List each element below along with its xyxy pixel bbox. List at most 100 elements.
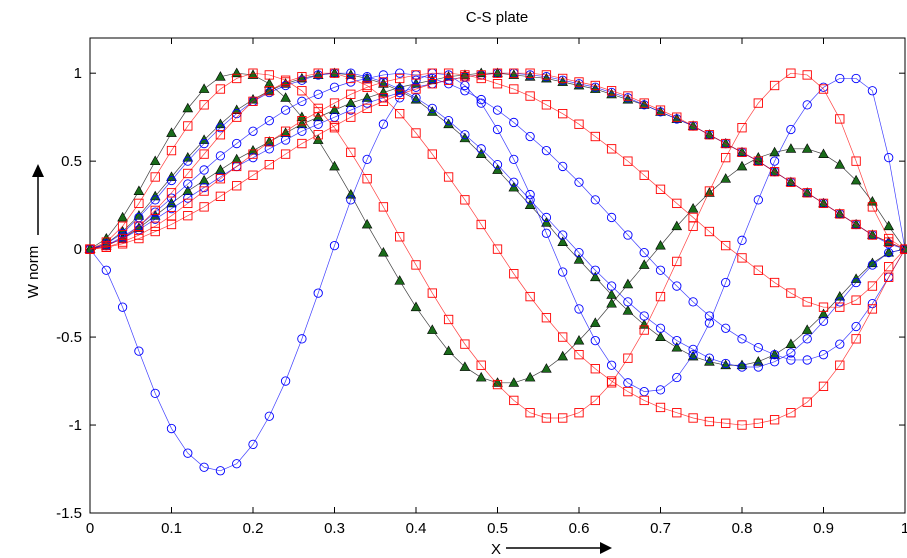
x-axis-title: X [491, 541, 501, 558]
data-point-circle [688, 344, 698, 355]
data-point-triangle [182, 185, 194, 195]
data-point-square [313, 130, 323, 140]
data-point-square [460, 339, 470, 349]
data-point-square [346, 147, 356, 158]
data-point-square [737, 253, 747, 263]
data-point-circle [802, 334, 812, 344]
data-point-circle [786, 348, 796, 358]
data-point-circle [492, 124, 503, 135]
data-point-circle [297, 334, 307, 344]
y-tick-label: -0.5 [56, 329, 82, 346]
data-point-square [509, 269, 519, 279]
data-point-triangle [426, 106, 438, 116]
data-point-square [395, 73, 405, 84]
data-point-square [280, 77, 291, 87]
data-point-square [525, 291, 535, 302]
data-point-square [248, 96, 258, 106]
data-point-circle [215, 151, 226, 161]
data-point-square [199, 100, 209, 110]
data-point-square [509, 68, 519, 78]
data-point-square [541, 413, 552, 423]
data-point-circle [346, 195, 356, 205]
data-point-square [769, 167, 780, 177]
data-point-square [199, 149, 209, 159]
data-point-circle [541, 228, 552, 238]
data-point-square [346, 89, 356, 99]
data-point-square [297, 86, 307, 96]
data-point-square [297, 138, 307, 149]
data-point-circle [183, 156, 193, 166]
data-point-circle [134, 346, 144, 356]
data-point-square [802, 70, 812, 80]
data-point-square [166, 211, 177, 221]
data-point-circle [574, 177, 584, 187]
data-point-square [395, 89, 405, 99]
data-point-triangle [622, 278, 634, 289]
data-point-circle [639, 311, 649, 321]
data-point-circle [835, 339, 845, 349]
data-point-square [411, 128, 421, 138]
data-point-square [264, 86, 274, 96]
data-point-circle [460, 86, 470, 96]
data-point-circle [378, 70, 389, 80]
data-point-triangle [166, 127, 177, 137]
data-point-triangle [296, 118, 308, 129]
series-line [89, 72, 906, 426]
data-point-circle [606, 281, 617, 291]
data-point-circle [541, 212, 552, 223]
data-point-square [541, 70, 552, 80]
data-point-square [427, 79, 437, 89]
data-point-triangle [133, 185, 145, 195]
data-point-square [688, 121, 698, 131]
data-point-square [297, 116, 307, 126]
data-point-square [574, 119, 584, 129]
data-point-triangle [785, 338, 797, 349]
data-point-square [378, 93, 389, 103]
data-point-triangle [492, 67, 503, 78]
data-point-circle [232, 459, 242, 469]
data-point-square [183, 168, 193, 179]
data-point-triangle [508, 377, 520, 387]
data-point-circle [492, 105, 503, 115]
data-point-square [492, 79, 503, 89]
data-point-square [786, 177, 796, 187]
data-point-circle [737, 334, 747, 344]
x-axis: 0 0.1 0.2 0.3 0.4 0.5 0.6 0.7 0.8 0.9 1 [86, 38, 907, 537]
data-point-square [183, 198, 193, 209]
data-point-triangle [573, 334, 585, 345]
data-point-triangle [410, 301, 422, 312]
data-point-circle [199, 462, 209, 472]
data-point-square [313, 68, 323, 78]
data-point-square [721, 418, 731, 428]
data-point-circle [623, 230, 633, 240]
series-line [89, 72, 906, 361]
data-point-circle [199, 165, 209, 175]
data-point-square [623, 386, 633, 397]
data-point-square [590, 80, 600, 91]
data-point-circle [655, 265, 666, 275]
data-point-square [134, 221, 144, 231]
data-point-square [900, 244, 907, 254]
data-point-triangle [606, 289, 617, 299]
data-point-square [427, 68, 437, 78]
data-point-square [704, 416, 715, 427]
data-point-square [460, 195, 470, 205]
data-point-circle [851, 321, 861, 332]
data-point-circle [476, 98, 486, 108]
data-point-square [884, 262, 894, 272]
data-point-square [395, 108, 405, 119]
data-point-circle [541, 145, 552, 156]
data-point-circle [166, 203, 177, 214]
y-tick-label: 0 [74, 241, 82, 258]
data-point-square [802, 188, 812, 198]
data-point-circle [199, 138, 209, 149]
data-point-triangle [378, 247, 389, 257]
data-point-square [769, 415, 780, 425]
data-point-circle [574, 304, 584, 314]
data-point-square [460, 70, 470, 80]
data-point-circle [818, 316, 829, 326]
data-point-circle [313, 89, 323, 99]
data-point-square [672, 408, 682, 418]
data-point-triangle [459, 132, 471, 143]
data-point-circle [786, 124, 796, 135]
